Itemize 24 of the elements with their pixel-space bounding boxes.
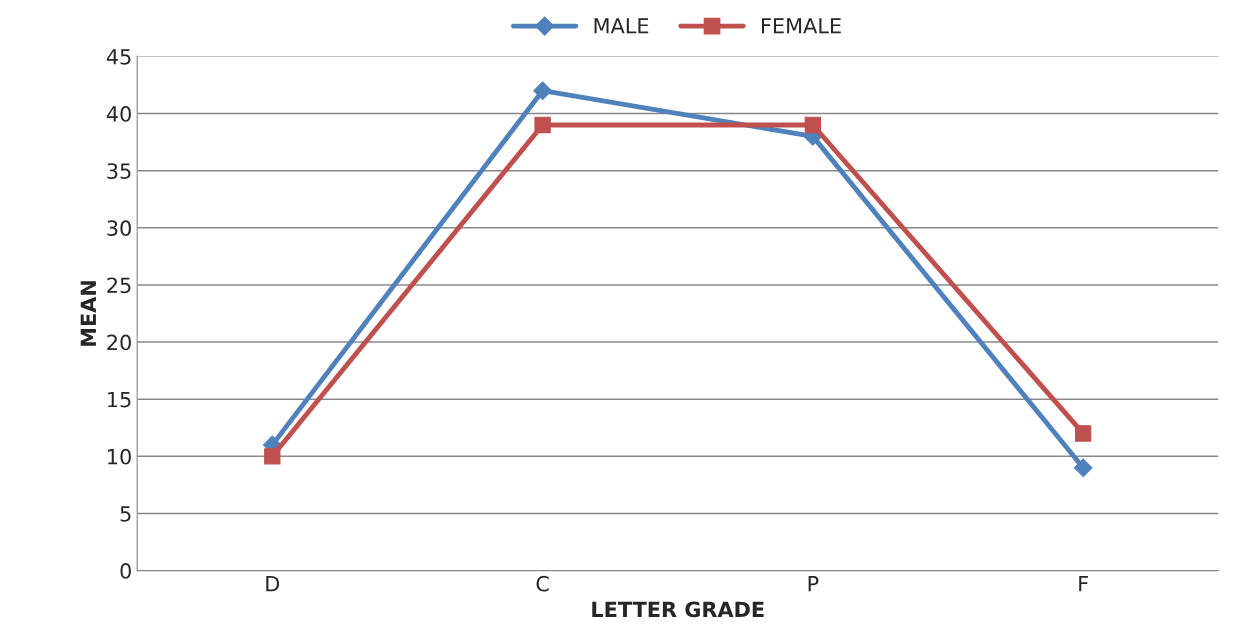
y-tick-label: 45: [106, 49, 131, 65]
x-tick-label: D: [266, 576, 280, 592]
point: [1075, 425, 1092, 442]
x-tick-label: F: [1079, 576, 1088, 592]
x-axis-title: LETTER GRADE: [592, 601, 764, 618]
point: [1073, 458, 1093, 478]
legend-label: MALE: [594, 18, 649, 34]
y-tick-label: 15: [108, 391, 131, 408]
point: [534, 116, 551, 134]
point: [804, 116, 822, 134]
y-tick-label: 30: [107, 220, 131, 237]
x-tick-label: C: [536, 575, 549, 592]
y-tick-label: 25: [107, 277, 131, 294]
y-tick-label: 5: [120, 506, 131, 522]
point: [264, 448, 281, 465]
x-tick-label: P: [808, 576, 819, 592]
y-axis-title: MEAN: [80, 281, 96, 346]
point: [533, 81, 552, 101]
y-tick-label: 0: [120, 563, 131, 579]
y-tick-label: 40: [106, 106, 131, 122]
y-tick-label: 20: [107, 334, 131, 351]
y-tick-label: 35: [107, 163, 131, 179]
y-tick-label: 10: [108, 448, 131, 465]
legend-label: FEMALE: [762, 18, 841, 34]
